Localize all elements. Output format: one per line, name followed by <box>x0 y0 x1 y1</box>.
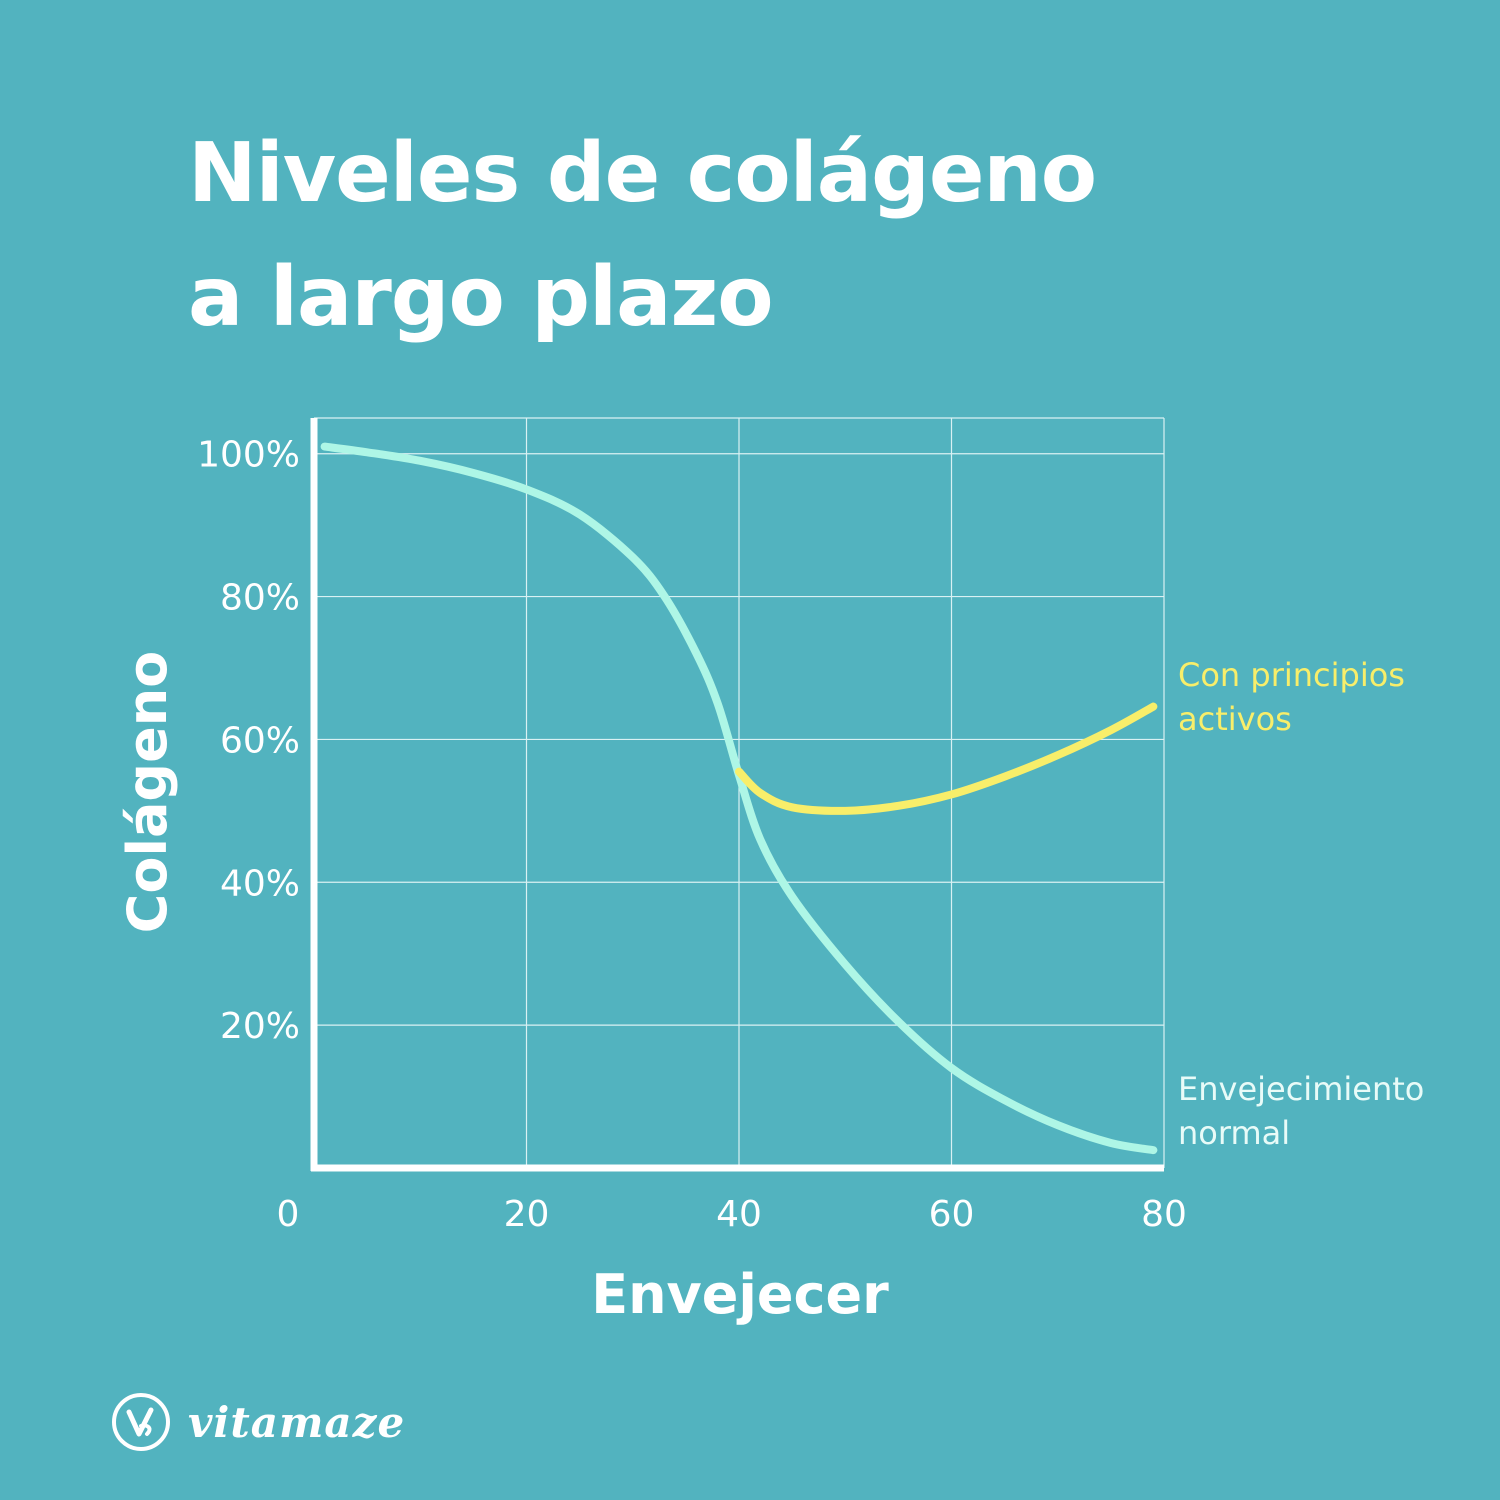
y-axis-label: Colágeno <box>116 651 179 934</box>
series <box>320 442 1158 1155</box>
y-tick-label: 80% <box>220 578 300 619</box>
x-tick-label: 0 <box>277 1194 300 1235</box>
series-label-normal: normal <box>1178 1114 1290 1152</box>
grid <box>314 417 1165 1168</box>
x-tick-label: 20 <box>504 1194 550 1235</box>
series-line-normal <box>320 442 1158 1155</box>
tick-labels: 0 20 40 60 80 20% 40% 60% 80% 100% <box>197 435 1187 1235</box>
title-line-1: Niveles de colágeno <box>188 126 1097 221</box>
page-title: Niveles de colágeno a largo plazo <box>188 112 1388 360</box>
x-tick-label: 60 <box>929 1194 975 1235</box>
y-tick-label: 100% <box>197 435 300 476</box>
y-tick-label: 60% <box>220 720 300 761</box>
y-tick-label: 20% <box>220 1006 300 1047</box>
y-tick-label: 40% <box>220 863 300 904</box>
series-label-normal: Envejecimiento <box>1178 1070 1424 1108</box>
axes <box>310 418 1164 1172</box>
series-label-active: activos <box>1178 700 1292 738</box>
series-line-active <box>735 702 1158 815</box>
brand-name: vitamaze <box>188 1397 406 1447</box>
brand-logo: vitamaze <box>112 1392 405 1452</box>
vitamaze-logo-icon <box>112 1393 170 1451</box>
series-labels: Envejecimiento normal Con principios activo… <box>1178 656 1424 1152</box>
x-tick-label: 40 <box>716 1194 762 1235</box>
series-label-active: Con principios <box>1178 656 1405 694</box>
x-axis-label: Envejecer <box>591 1263 889 1326</box>
x-tick-label: 80 <box>1141 1194 1187 1235</box>
title-line-2: a largo plazo <box>188 250 774 345</box>
